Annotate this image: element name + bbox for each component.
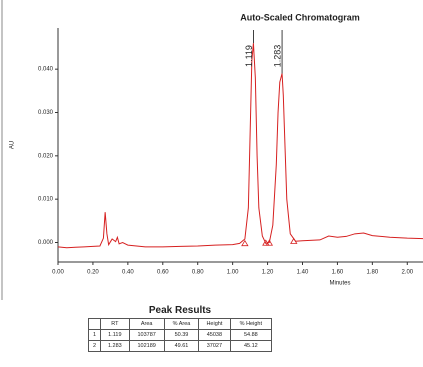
integration-marker	[290, 237, 298, 244]
peak-table: RT Area% Area Height% Height 1 1.119 103787 50…	[87, 318, 273, 352]
peak-label: 1.119	[244, 45, 254, 67]
table-cell: 37027	[198, 340, 231, 352]
x-tick-label: 0.40	[122, 270, 134, 276]
chart-title: Auto-Scaled Chromatogram	[240, 12, 360, 22]
y-tick-label: 0.010	[38, 197, 54, 203]
y-tick-label: 0.000	[38, 240, 54, 246]
table-cell: 50.39	[163, 329, 200, 341]
y-tick-label: 0.040	[38, 67, 54, 73]
table-cell: 1.119	[100, 329, 130, 341]
table-cell: 1.283	[100, 340, 130, 352]
table-title: Peak Results	[148, 305, 212, 316]
x-tick-label: 0.20	[87, 270, 99, 276]
trace-line	[57, 43, 423, 249]
table-cell: 2	[87, 340, 102, 352]
integration-marker	[241, 239, 249, 247]
table-cell: 45038	[198, 329, 231, 341]
x-tick-label: 2.00	[401, 270, 413, 276]
table-cell: 103787	[128, 329, 165, 341]
table-cell: 45.12	[229, 340, 273, 352]
header-cell: RT	[100, 318, 130, 330]
table-cell: 1	[87, 329, 102, 341]
x-tick-label: 0.60	[157, 270, 169, 276]
table-row: 1 1.119 103787 50.39 45038 54.88	[87, 329, 273, 341]
x-tick-label: 1.40	[297, 270, 309, 276]
table-row: 2 1.283 102189 49.61 37027 45.12	[87, 340, 273, 352]
peak-label: 1.283	[272, 45, 282, 68]
x-tick-label: 1.80	[367, 270, 379, 276]
table-cell: 54.88	[229, 329, 273, 341]
header-cell: % Area	[163, 318, 200, 330]
chart: Auto-Scaled Chromatogram AU Minutes 0.00…	[1, 0, 423, 300]
header-cell	[87, 318, 102, 330]
y-axis-label: AU	[10, 141, 16, 149]
integration-marker	[262, 239, 270, 246]
x-tick-label: 0.80	[192, 270, 204, 276]
table-cell: 102189	[128, 340, 165, 352]
x-tick-label: 1.60	[332, 270, 344, 276]
header-cell: Height	[198, 318, 231, 330]
y-tick-label: 0.020	[38, 153, 54, 159]
x-tick-label: 1.00	[227, 270, 239, 276]
table-cell: 49.61	[163, 340, 200, 352]
y-tick-label: 0.030	[38, 110, 54, 116]
x-tick-label: 1.20	[262, 270, 274, 276]
x-tick-label: 0.00	[52, 270, 64, 276]
header-cell: Area	[128, 318, 165, 330]
integration-marker	[265, 239, 274, 246]
header-cell: % Height	[229, 318, 273, 330]
header-row: RT Area% Area Height% Height	[87, 318, 273, 330]
x-axis-label: Minutes	[329, 281, 350, 287]
